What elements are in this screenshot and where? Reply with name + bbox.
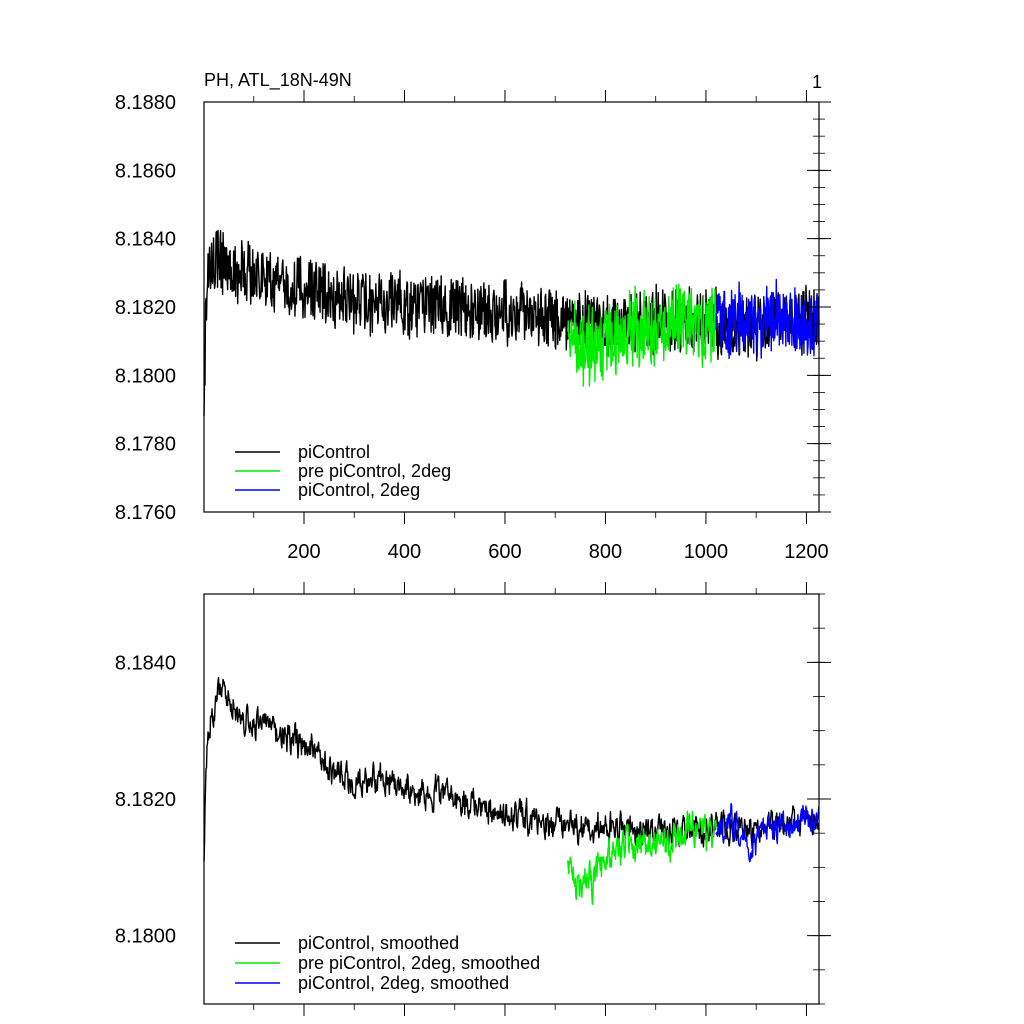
y-tick-label: 8.1800 bbox=[115, 365, 176, 387]
series-line-1 bbox=[567, 283, 717, 387]
series-line-0 bbox=[203, 676, 820, 862]
x-tick-label: 1000 bbox=[684, 541, 729, 563]
x-tick-label: 400 bbox=[388, 541, 421, 563]
plot-frame bbox=[203, 593, 820, 1005]
series-layer bbox=[203, 229, 820, 416]
series-line-2 bbox=[715, 802, 820, 863]
x-tick-label: 600 bbox=[488, 541, 521, 563]
series-line-2 bbox=[715, 278, 820, 360]
legend-label: piControl bbox=[298, 442, 370, 462]
series-line-0 bbox=[203, 229, 820, 416]
y-tick-label: 8.1840 bbox=[115, 652, 176, 674]
x-tick-label: 200 bbox=[287, 541, 320, 563]
y-tick-label: 8.1820 bbox=[115, 789, 176, 811]
chart-title: PH, ATL_18N-49N bbox=[204, 70, 352, 91]
axis-ticks: 8.1800 8.1820 8.1840 bbox=[115, 582, 831, 1016]
y-tick-label: 8.1840 bbox=[115, 229, 176, 251]
legend-label: pre piControl, 2deg bbox=[298, 461, 451, 481]
legend-label: piControl, 2deg, smoothed bbox=[298, 973, 509, 993]
chart-panel-top: PH, ATL_18N-49N 1 8.1760 8.1780 8.1800 8.18… bbox=[115, 70, 831, 563]
legend-label: piControl, 2deg bbox=[298, 480, 420, 500]
series-layer bbox=[203, 676, 820, 905]
y-tick-label: 8.1800 bbox=[115, 926, 176, 948]
y-tick-label: 8.1760 bbox=[115, 502, 176, 524]
x-tick-label: 1200 bbox=[784, 541, 829, 563]
series-line-1 bbox=[567, 810, 717, 905]
axis-ticks: 8.1760 8.1780 8.1800 8.1820 8.1840 8.1860 8.18… bbox=[115, 90, 831, 563]
panel-label: 1 bbox=[812, 72, 822, 92]
legend-label: pre piControl, 2deg, smoothed bbox=[298, 953, 540, 973]
y-tick-label: 8.1860 bbox=[115, 160, 176, 182]
legend-label: piControl, smoothed bbox=[298, 933, 459, 953]
y-tick-label: 8.1820 bbox=[115, 297, 176, 319]
chart-panel-bottom: 8.1800 8.1820 8.1840 piControl, smoothedpr… bbox=[115, 582, 831, 1016]
y-tick-label: 8.1780 bbox=[115, 434, 176, 456]
x-tick-label: 800 bbox=[589, 541, 622, 563]
y-tick-label: 8.1880 bbox=[115, 92, 176, 114]
